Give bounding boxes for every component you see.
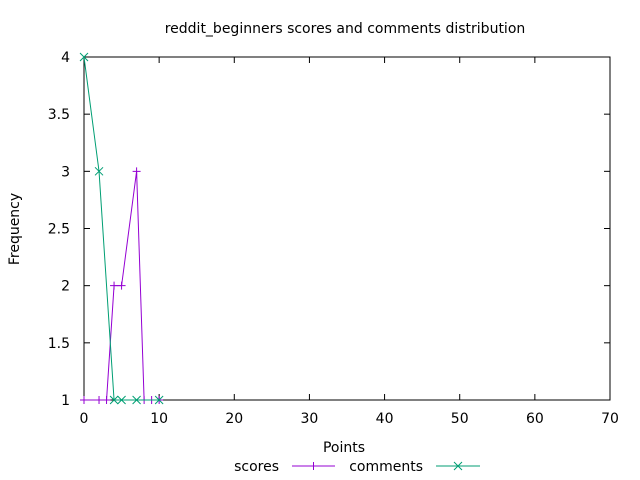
chart-title: reddit_beginners scores and comments dis… [165, 21, 526, 37]
y-axis-label: Frequency [7, 193, 23, 265]
data-point-comments [94, 166, 104, 176]
data-point-scores [102, 396, 111, 404]
y-tick-label: 1 [61, 393, 70, 409]
y-tick-label: 2 [61, 279, 70, 295]
series-comments [79, 52, 164, 405]
data-point-scores [110, 281, 119, 290]
x-axis-label: Points [323, 440, 365, 456]
legend-marker-scores [309, 462, 318, 470]
plot-frame [83, 56, 611, 401]
data-point-comments [117, 395, 126, 405]
y-tick-label: 3.5 [48, 107, 70, 123]
series-scores [80, 167, 164, 404]
x-tick-label: 50 [451, 411, 469, 427]
x-tick-label: 40 [376, 411, 394, 427]
legend-label-comments: comments [349, 459, 423, 475]
x-tick-label: 30 [301, 411, 319, 427]
x-tick-label: 20 [225, 411, 243, 427]
y-tick-label: 3 [61, 164, 70, 180]
legend-label-scores: scores [234, 459, 279, 475]
series-layer [79, 52, 164, 405]
legend-marker-comments [453, 461, 463, 471]
x-axis-ticks: 0 10 20 30 40 50 60 70 [80, 57, 619, 427]
data-point-scores [117, 281, 126, 290]
y-tick-label: 2.5 [48, 222, 70, 238]
data-point-comments [109, 395, 119, 405]
data-point-comments [79, 52, 89, 62]
x-tick-label: 10 [150, 411, 168, 427]
y-axis-ticks: 1 1.5 2 2.5 3 3.5 4 [48, 50, 610, 409]
x-tick-label: 0 [80, 411, 89, 427]
y-tick-label: 4 [61, 50, 70, 66]
series-line-comments [83, 56, 160, 401]
data-point-comments [154, 395, 164, 405]
x-tick-label: 70 [601, 411, 619, 427]
x-tick-label: 60 [526, 411, 544, 427]
data-point-scores [80, 396, 88, 404]
data-point-comments [132, 395, 141, 405]
data-point-scores [132, 167, 141, 176]
legend: scores comments [234, 459, 480, 475]
data-point-scores [95, 396, 104, 404]
y-tick-label: 1.5 [48, 336, 70, 352]
